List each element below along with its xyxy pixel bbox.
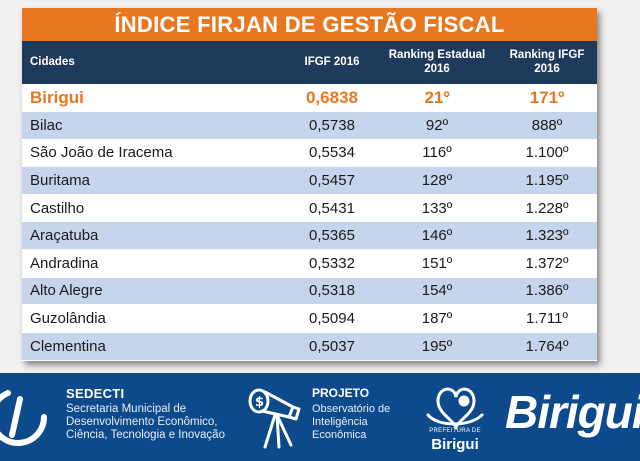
cell-city: Andradina [22, 249, 287, 278]
cell-ranking-ifgf: 888º [497, 111, 597, 140]
cell-ranking-estadual: 21º [377, 83, 497, 112]
table-row: Birigui 0,6838 21º 171º [22, 83, 597, 112]
cell-ranking-estadual: 92º [377, 111, 497, 140]
cell-ranking-ifgf: 1.228º [497, 193, 597, 222]
cell-city: Araçatuba [22, 221, 287, 250]
prefeitura-label: PREFEITURA DE [429, 428, 481, 434]
telescope-icon: $ [248, 388, 301, 449]
cell-ifgf: 0,5037 [287, 331, 377, 360]
ranking-table: Cidades IFGF 2016 Ranking Estadual 2016 … [22, 41, 597, 360]
sedecti-line: Secretaria Municipal de [66, 403, 187, 415]
projeto-line: Econômica [312, 429, 367, 441]
prefeitura-name: Birigui [431, 436, 479, 453]
table-title: ÍNDICE FIRJAN DE GESTÃO FISCAL [22, 8, 597, 41]
cell-ranking-estadual: 128º [377, 166, 497, 195]
projeto-description: Observatório de Inteligência Econômica [312, 403, 390, 442]
table-row: Andradina 0,5332 151º 1.372º [22, 249, 597, 278]
cell-city: Clementina [22, 331, 287, 360]
header-cidades: Cidades [30, 56, 75, 69]
cell-ranking-estadual: 154º [377, 276, 497, 305]
prefeitura-seal-icon [426, 387, 484, 431]
cell-ranking-ifgf: 1.323º [497, 221, 597, 250]
cell-city: Guzolândia [22, 304, 287, 333]
cell-ifgf: 0,5332 [287, 249, 377, 278]
table-row: Buritama 0,5457 128º 1.195º [22, 166, 597, 195]
table-row: Guzolândia 0,5094 187º 1.711º [22, 304, 597, 333]
cell-ifgf: 0,5431 [287, 193, 377, 222]
projeto-line: Observatório de [312, 403, 391, 415]
cell-ifgf: 0,5457 [287, 166, 377, 195]
table-row: São João de Iracema 0,5534 116º 1.100º [22, 138, 597, 167]
projeto-line: Inteligência [312, 416, 368, 428]
cell-ranking-estadual: 151º [377, 249, 497, 278]
header-ranking-estadual-line1: Ranking Estadual [388, 49, 486, 62]
table-row: Alto Alegre 0,5318 154º 1.386º [22, 276, 597, 305]
table-row: Castilho 0,5431 133º 1.228º [22, 193, 597, 222]
cell-ranking-ifgf: 1.711º [497, 304, 597, 333]
projeto-title: PROJETO [312, 386, 370, 400]
cell-ifgf: 0,5318 [287, 276, 377, 305]
header-ifgf: IFGF 2016 [304, 56, 360, 69]
sedecti-logo-icon [0, 390, 47, 446]
cell-city: Castilho [22, 193, 287, 222]
table-row: Clementina 0,5037 195º 1.764º [22, 331, 597, 360]
header-ranking-estadual-line2: 2016 [424, 63, 450, 76]
birigui-brand-logo: Birigui [505, 386, 640, 438]
sedecti-line: Desenvolvimento Econômico, [66, 416, 218, 428]
cell-ifgf: 0,5094 [287, 304, 377, 333]
cell-ranking-estadual: 195º [377, 331, 497, 360]
cell-ifgf: 0,6838 [287, 83, 377, 112]
cell-ifgf: 0,5365 [287, 221, 377, 250]
header-ranking-estadual: Ranking Estadual 2016 [377, 41, 497, 84]
header-ranking-ifgf-line2: 2016 [534, 63, 560, 76]
cell-city: Bilac [22, 111, 287, 140]
sedecti-line: Ciência, Tecnologia e Inovação [66, 429, 225, 441]
table-row: Araçatuba 0,5365 146º 1.323º [22, 221, 597, 250]
cell-city: São João de Iracema [22, 138, 287, 167]
cell-ranking-ifgf: 1.195º [497, 166, 597, 195]
cell-ranking-ifgf: 1.372º [497, 249, 597, 278]
cell-ifgf: 0,5738 [287, 111, 377, 140]
cell-ranking-ifgf: 171º [497, 83, 597, 112]
cell-ranking-ifgf: 1.386º [497, 276, 597, 305]
header-ranking-ifgf: Ranking IFGF 2016 [497, 41, 597, 84]
cell-ranking-ifgf: 1.100º [497, 138, 597, 167]
table-header-row: Cidades IFGF 2016 Ranking Estadual 2016 … [22, 41, 597, 84]
footer-banner: SEDECTI Secretaria Municipal de Desenvol… [0, 373, 640, 461]
table-row: Bilac 0,5738 92º 888º [22, 111, 597, 140]
cell-ranking-estadual: 187º [377, 304, 497, 333]
cell-city: Birigui [22, 83, 287, 112]
cell-ranking-ifgf: 1.764º [497, 331, 597, 360]
cell-ranking-estadual: 116º [377, 138, 497, 167]
svg-text:$: $ [255, 395, 264, 410]
fiscal-index-table-card: ÍNDICE FIRJAN DE GESTÃO FISCAL Cidades I… [22, 8, 597, 361]
sedecti-description: Secretaria Municipal de Desenvolvimento … [66, 403, 225, 442]
cell-city: Buritama [22, 166, 287, 195]
cell-city: Alto Alegre [22, 276, 287, 305]
header-ranking-ifgf-line1: Ranking IFGF [509, 49, 585, 62]
sedecti-title: SEDECTI [66, 386, 125, 401]
cell-ranking-estadual: 146º [377, 221, 497, 250]
cell-ifgf: 0,5534 [287, 138, 377, 167]
cell-ranking-estadual: 133º [377, 193, 497, 222]
